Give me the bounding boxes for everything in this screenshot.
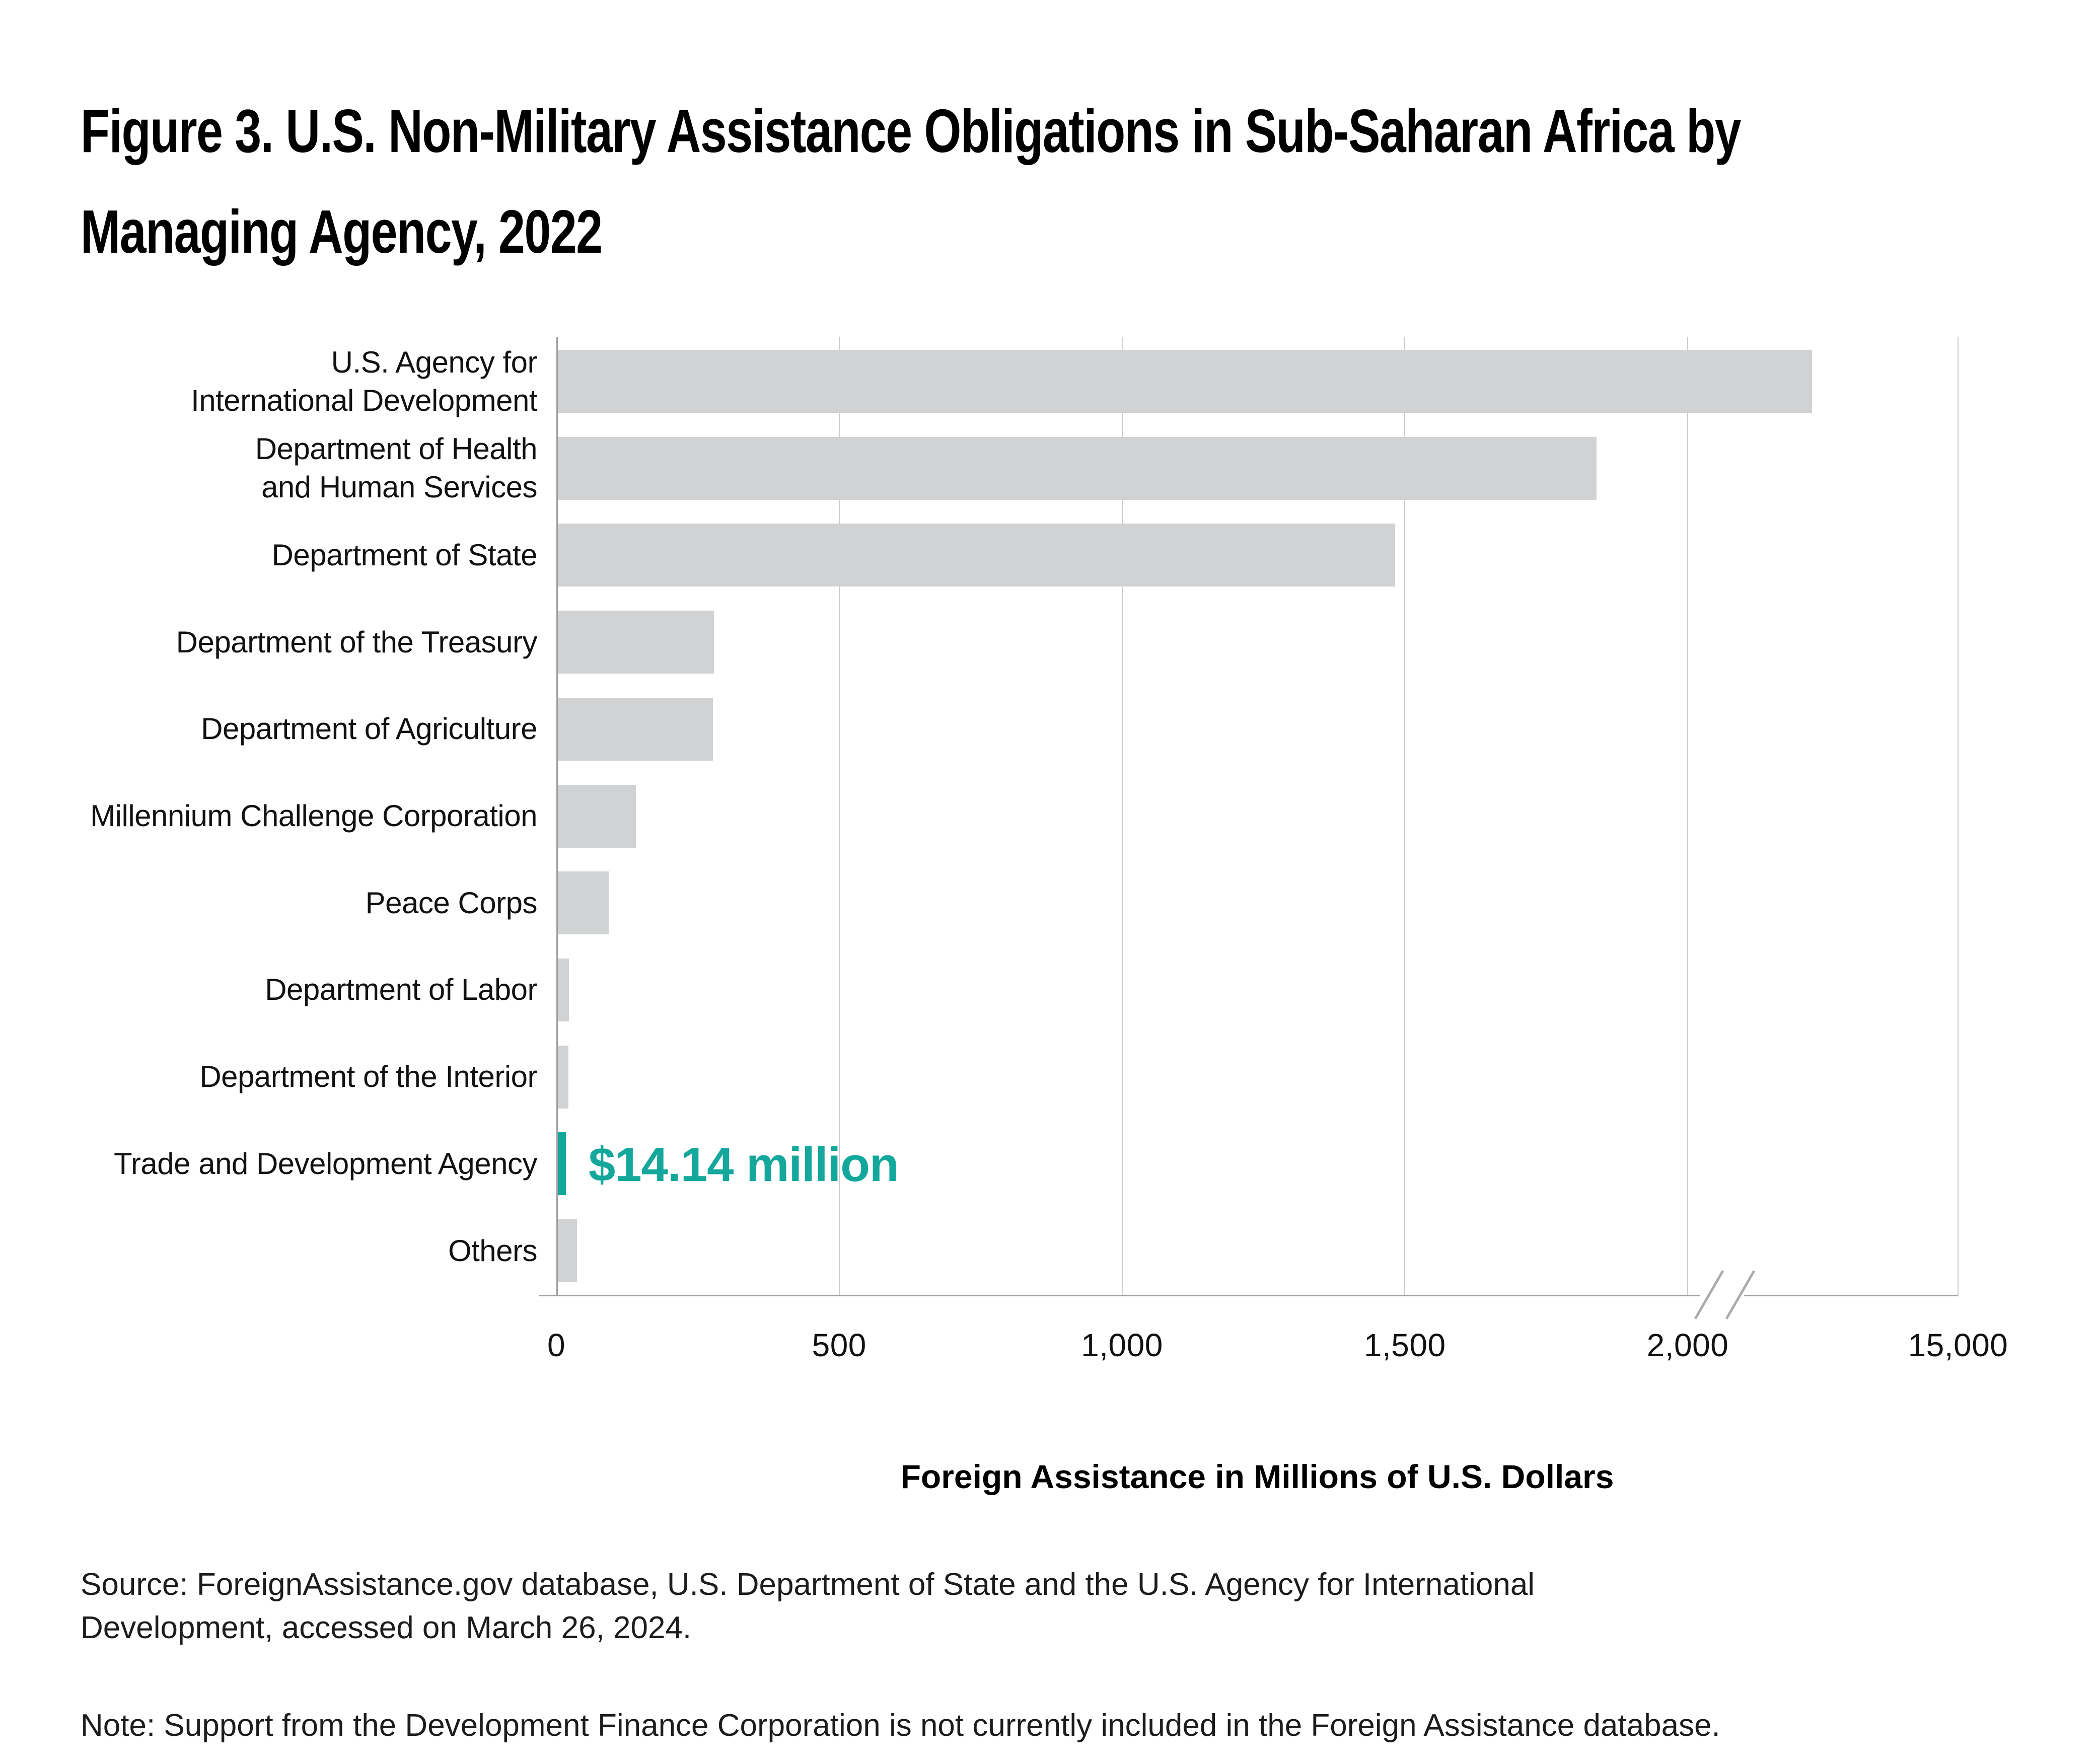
gridline-15,000 [1958, 337, 1959, 1295]
category-label-peace-corps: Peace Corps [365, 886, 538, 920]
x-axis-line-segment-1 [539, 1295, 1700, 1296]
gridline-1,500 [1404, 337, 1406, 1295]
x-tick-label-15000: 15,000 [1908, 1327, 2008, 1363]
category-label-department-of-labor: Department of Labor [265, 973, 537, 1007]
bar-trade-and-development-agency [558, 1132, 566, 1196]
bar-department-of-health-and-human-services [558, 436, 1597, 500]
category-label-department-of-the-treasury: Department of the Treasury [176, 625, 538, 659]
gridline-1,000 [1121, 337, 1123, 1295]
note-text: Note: Support from the Development Finan… [81, 1708, 1720, 1743]
bar-department-of-the-treasury [558, 611, 714, 674]
bar-department-of-the-interior [558, 1045, 568, 1109]
x-tick-label-2000: 2,000 [1646, 1327, 1729, 1363]
highlight-value-annotation: $14.14 million [588, 1137, 899, 1192]
source-text: Source: ForeignAssistance.gov database, … [81, 1567, 1535, 1645]
category-label-millennium-challenge-corporation: Millennium Challenge Corporation [90, 799, 537, 833]
category-label-trade-and-development-agency: Trade and Development Agency [114, 1146, 537, 1181]
gridline-2,000 [1687, 337, 1688, 1295]
bar-peace-corps [558, 871, 609, 935]
bar-chart-plot-area [539, 337, 1959, 1296]
category-label-department-of-the-interior: Department of the Interior [199, 1060, 537, 1094]
gridline-500 [838, 337, 840, 1295]
bar-department-of-labor [558, 958, 569, 1021]
x-axis-title: Foreign Assistance in Millions of U.S. D… [900, 1458, 1614, 1495]
bar-u-s-agency-for-international-development [558, 350, 1812, 413]
bar-millennium-challenge-corporation [558, 784, 636, 848]
x-tick-label-1000: 1,000 [1081, 1327, 1163, 1363]
category-label-department-of-state: Department of State [271, 538, 538, 572]
figure-title: Figure 3. U.S. Non-Military Assistance O… [81, 97, 1742, 266]
y-axis-line [556, 337, 558, 1295]
x-tick-label-0: 0 [547, 1327, 566, 1363]
bar-department-of-state [558, 524, 1395, 587]
x-tick-label-500: 500 [812, 1327, 866, 1363]
category-label-department-of-health-and-human-services: Department of Health and Human Services [255, 432, 538, 504]
category-label-others: Others [448, 1233, 538, 1268]
bar-department-of-agriculture [558, 697, 713, 761]
category-label-department-of-agriculture: Department of Agriculture [201, 712, 537, 746]
bar-others [558, 1219, 577, 1282]
x-tick-label-1500: 1,500 [1363, 1327, 1446, 1363]
x-axis-line-segment-2 [1744, 1295, 1958, 1296]
category-label-u-s-agency-for-international-development: U.S. Agency for International Developmen… [191, 345, 537, 417]
